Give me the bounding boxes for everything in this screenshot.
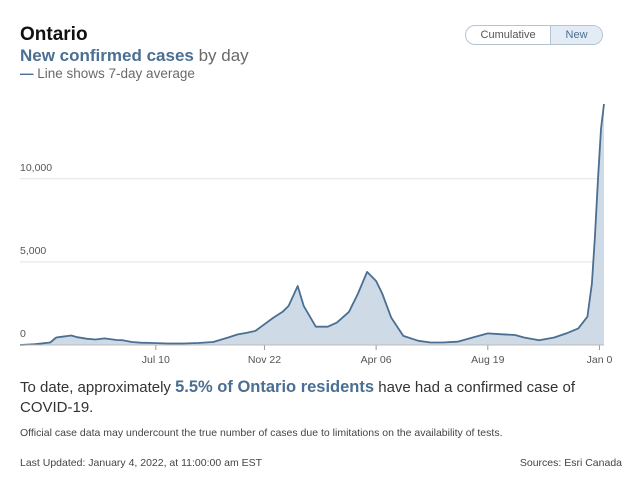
series-area bbox=[20, 104, 604, 345]
summary-after: have had a confirmed case of COVID-19. bbox=[20, 379, 576, 416]
subtitle-rest: by day bbox=[193, 46, 249, 65]
cumulative-button[interactable]: Cumulative bbox=[480, 29, 536, 41]
view-toggle: Cumulative New bbox=[465, 25, 603, 45]
disclaimer-note: Official case data may undercount the tr… bbox=[20, 427, 503, 439]
y-tick-label: 5,000 bbox=[20, 245, 46, 257]
region-title: Ontario bbox=[20, 24, 88, 45]
sources: Sources: Esri Canada bbox=[519, 457, 622, 469]
summary-percent: 5.5% bbox=[175, 378, 213, 396]
subtitle-highlight: New confirmed cases bbox=[20, 46, 194, 65]
summary-population: of Ontario residents bbox=[212, 378, 375, 396]
series-line bbox=[19, 103, 605, 346]
x-tick-label: Aug 19 bbox=[471, 354, 504, 366]
summary-text: To date, approximately 5.5% of Ontario r… bbox=[20, 377, 620, 418]
y-tick-label: 0 bbox=[20, 328, 26, 340]
legend-text: Line shows 7-day average bbox=[33, 66, 195, 81]
chart-subtitle: New confirmed cases by day bbox=[20, 46, 249, 66]
cases-chart: 0 5,000 10,000 Jul 10 Nov 22 Apr 06 Aug 19 Jan … bbox=[19, 103, 613, 366]
new-button[interactable]: New bbox=[550, 26, 602, 44]
x-tick-label: Nov 22 bbox=[248, 354, 281, 366]
chart-legend: — Line shows 7-day average bbox=[20, 66, 195, 81]
last-updated: Last Updated: January 4, 2022, at 11:00:… bbox=[20, 457, 263, 469]
legend-line-icon: — bbox=[20, 66, 34, 81]
x-tick-label: Apr 06 bbox=[361, 354, 392, 366]
x-tick-label: Jul 10 bbox=[142, 354, 170, 366]
y-tick-label: 10,000 bbox=[20, 162, 52, 174]
x-tick-label: Jan 0 bbox=[587, 354, 613, 366]
summary-before: To date, approximately bbox=[20, 379, 176, 396]
